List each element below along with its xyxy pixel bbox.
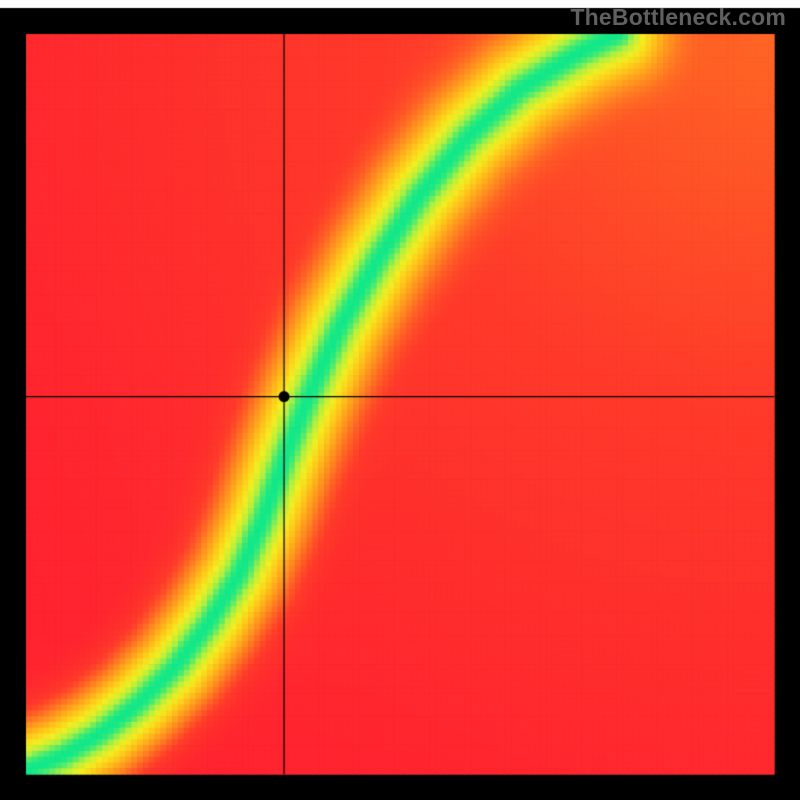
watermark-text: TheBottleneck.com — [570, 4, 786, 31]
chart-wrapper: TheBottleneck.com — [0, 0, 800, 800]
heatmap-canvas — [0, 0, 800, 800]
